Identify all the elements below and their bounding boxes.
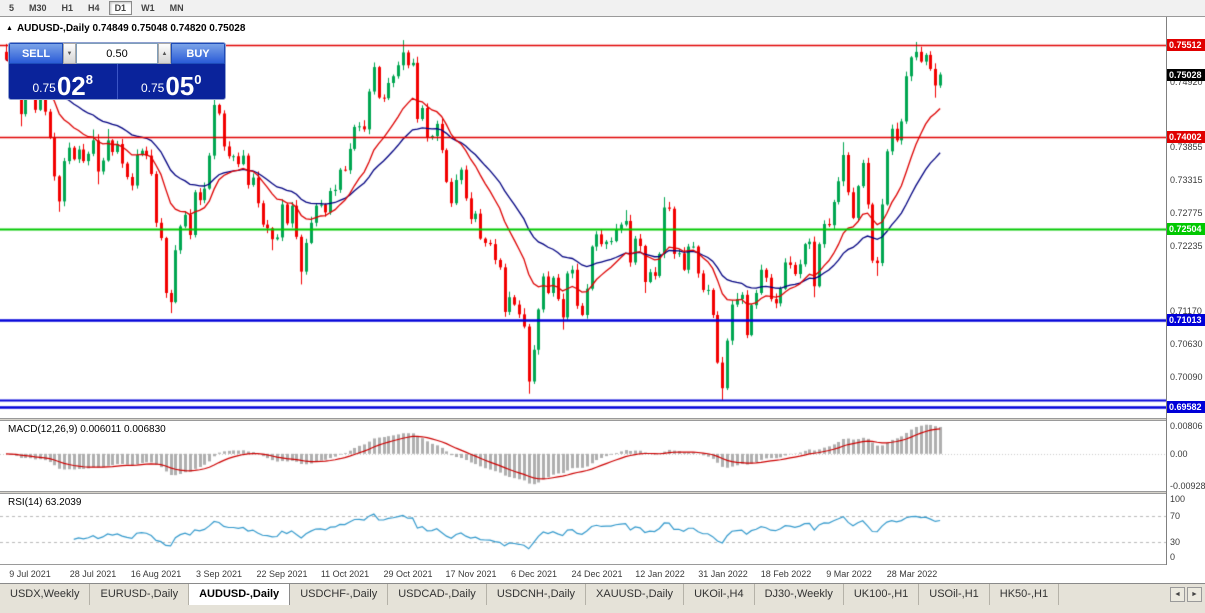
period-button-h1[interactable]: H1 [61,3,74,13]
level-price-label: 0.69582 [1167,401,1205,414]
sell-button[interactable]: SELL [9,43,63,64]
period-button-h4[interactable]: H4 [88,3,100,13]
trade-panel-top-row: SELL ▼ 0.50 ▲ BUY [9,43,225,64]
date-label: 16 Aug 2021 [130,569,182,579]
panel-separator[interactable] [0,418,1205,421]
chart-marker-icon: ▲ [6,25,13,32]
buy-price-prefix: 0.75 [140,81,165,95]
rsi-axis-label: 30 [1170,537,1181,548]
date-label: 28 Jul 2021 [69,569,117,579]
sell-price-display[interactable]: 0.75 02 8 [9,64,117,100]
macd-axis-label: -0.00928 [1170,481,1205,491]
price-tick: 0.73855 [1170,142,1203,153]
price-tick: 0.73315 [1170,175,1203,186]
price-tick: 0.74920 [1170,77,1203,88]
tab-scroll-controls: ◄ ► [1170,587,1202,602]
date-label: 9 Mar 2022 [826,569,872,579]
date-label: 24 Dec 2021 [571,569,623,579]
macd-axis-label: 0.00806 [1170,421,1203,431]
timeframe-toolbar: 5 M30 H1 H4 D1 W1 MN [0,0,1205,17]
lot-size-input[interactable]: 0.50 [76,43,158,64]
date-label: 29 Oct 2021 [383,569,433,579]
period-button-m30[interactable]: M30 [29,3,47,13]
tab-usdx-weekly[interactable]: USDX,Weekly [0,584,91,605]
rsi-indicator-label: RSI(14) 63.2039 [8,497,82,508]
date-label: 31 Jan 2022 [698,569,748,579]
one-click-trade-panel: SELL ▼ 0.50 ▲ BUY 0.75 02 8 0.75 05 0 [8,42,226,100]
level-price-label: 0.71013 [1167,313,1205,326]
date-label: 17 Nov 2021 [445,569,497,579]
tab-uk100-h1[interactable]: UK100-,H1 [843,584,920,605]
macd-indicator-canvas[interactable] [0,421,1166,491]
macd-axis: 0.00806 0.00 -0.00928 [1167,421,1205,491]
level-price-label: 0.75512 [1167,39,1205,51]
tab-usdcad-daily[interactable]: USDCAD-,Daily [388,584,487,605]
tab-usdchf-daily[interactable]: USDCHF-,Daily [290,584,389,605]
rsi-axis-label: 70 [1170,510,1181,521]
tab-eurusd-daily[interactable]: EURUSD-,Daily [90,584,190,605]
rsi-axis-label: 0 [1170,552,1176,562]
buy-price-display[interactable]: 0.75 05 0 [116,64,226,100]
current-price-label: 0.75028 [1167,68,1205,81]
tab-dj30-weekly[interactable]: DJ30-,Weekly [754,584,844,605]
buy-price-big: 05 [165,71,195,100]
level-price-label: 0.72504 [1167,222,1205,235]
price-tick: 0.72775 [1170,208,1203,219]
macd-indicator-label: MACD(12,26,9) 0.006011 0.006830 [8,424,166,435]
tab-scroll-left-button[interactable]: ◄ [1170,587,1185,602]
date-label: 6 Dec 2021 [510,569,558,579]
tab-hk50-h1[interactable]: HK50-,H1 [989,584,1060,605]
chart-ohlc-text: AUDUSD-,Daily 0.74849 0.75048 0.74820 0.… [16,23,246,34]
period-button-d1[interactable]: D1 [108,1,133,15]
trade-panel-prices: 0.75 02 8 0.75 05 0 [9,64,226,100]
tab-audusd-daily[interactable]: AUDUSD-,Daily [189,584,291,605]
axis-separator [0,564,1205,565]
date-label: 22 Sep 2021 [256,569,308,579]
price-axis[interactable]: 0.74920 0.73855 0.73315 0.72775 0.72235 0.711… [1166,17,1205,565]
time-axis[interactable]: 9 Jul 2021 28 Jul 2021 16 Aug 2021 3 Sep 20… [0,565,1205,583]
rsi-indicator-canvas[interactable] [0,494,1166,564]
sell-price-big: 02 [56,71,86,100]
tab-scroll-right-button[interactable]: ► [1187,587,1202,602]
date-label: 11 Oct 2021 [320,569,370,579]
price-tick: 0.72235 [1170,241,1203,252]
buy-button[interactable]: BUY [171,43,225,64]
buy-price-pip: 0 [194,72,202,87]
tab-usdcnh-daily[interactable]: USDCNH-,Daily [486,584,587,605]
tab-ukoil-h4[interactable]: UKOil-,H4 [684,584,755,605]
date-label: 12 Jan 2022 [635,569,685,579]
price-tick: 0.71170 [1170,306,1202,317]
period-button-mn[interactable]: MN [169,3,184,13]
date-label: 9 Jul 2021 [9,569,51,579]
sell-price-pip: 8 [85,72,93,87]
period-button-5[interactable]: 5 [9,3,15,13]
sell-price-prefix: 0.75 [32,81,56,95]
lot-increase-button[interactable]: ▲ [158,43,171,64]
rsi-axis: 100 70 30 0 [1167,494,1205,564]
tab-xauusd-daily[interactable]: XAUUSD-,Daily [586,584,685,605]
price-tick: 0.70090 [1170,372,1203,382]
price-tick: 0.70630 [1170,339,1203,350]
date-label: 3 Sep 2021 [195,569,243,579]
level-price-label: 0.74002 [1167,131,1205,144]
panel-separator[interactable] [0,491,1205,494]
lot-decrease-button[interactable]: ▼ [63,43,76,64]
macd-axis-label: 0.00 [1170,448,1188,459]
chart-tab-bar: USDX,Weekly EURUSD-,Daily AUDUSD-,Daily USD… [0,583,1205,613]
period-button-w1[interactable]: W1 [141,3,155,13]
tab-usoil-h1[interactable]: USOil-,H1 [919,584,990,605]
rsi-axis-label: 100 [1170,494,1186,504]
chart-title: ▲ AUDUSD-,Daily 0.74849 0.75048 0.74820 … [6,23,245,34]
date-label: 18 Feb 2022 [760,569,812,579]
date-label: 28 Mar 2022 [886,569,938,579]
